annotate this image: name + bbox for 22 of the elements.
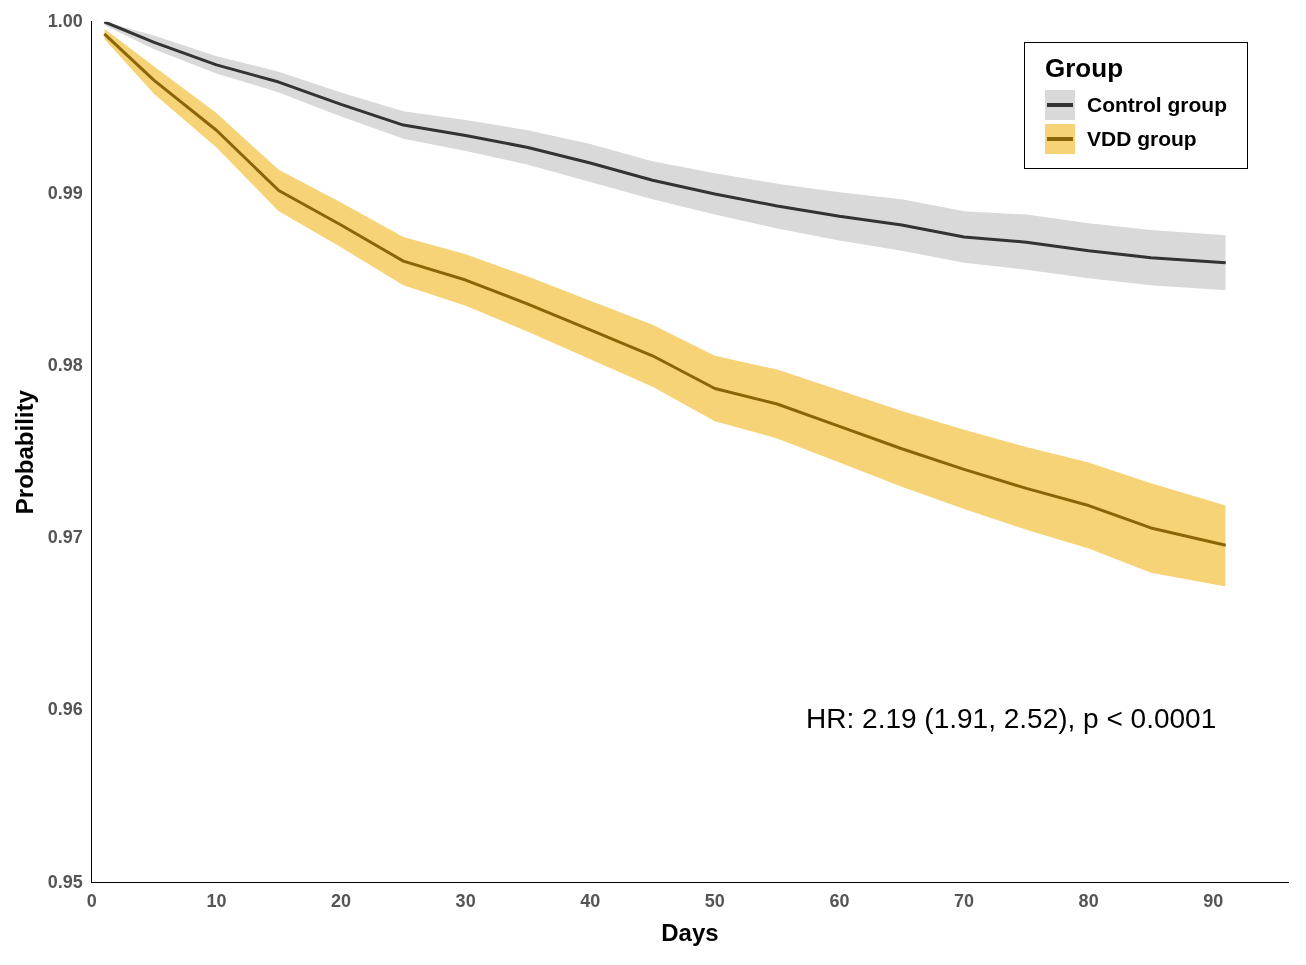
y-tick-label: 0.96 (47, 699, 83, 720)
x-tick-label: 20 (331, 891, 352, 912)
x-tick-label: 70 (954, 891, 975, 912)
x-tick-label: 60 (829, 891, 850, 912)
legend-label: Control group (1087, 92, 1227, 117)
y-tick-label: 0.99 (47, 182, 83, 203)
x-tick-label: 40 (580, 891, 601, 912)
x-tick-label: 10 (206, 891, 227, 912)
y-tick-label: 0.98 (47, 355, 83, 376)
y-axis-title: Probability (11, 389, 39, 515)
annotation: HR: 2.19 (1.91, 2.52), p < 0.0001 (806, 702, 1217, 734)
x-tick-label: 30 (455, 891, 476, 912)
x-axis-title: Days (661, 919, 719, 947)
y-tick-label: 0.95 (47, 871, 83, 892)
x-tick-label: 0 (86, 891, 97, 912)
legend-label: VDD group (1087, 126, 1197, 151)
y-tick-label: 0.97 (47, 527, 83, 548)
y-tick-label: 1.00 (47, 10, 83, 31)
legend-title: Group (1045, 52, 1125, 84)
x-tick-label: 80 (1078, 891, 1099, 912)
x-tick-label: 50 (704, 891, 725, 912)
x-tick-label: 90 (1203, 891, 1224, 912)
